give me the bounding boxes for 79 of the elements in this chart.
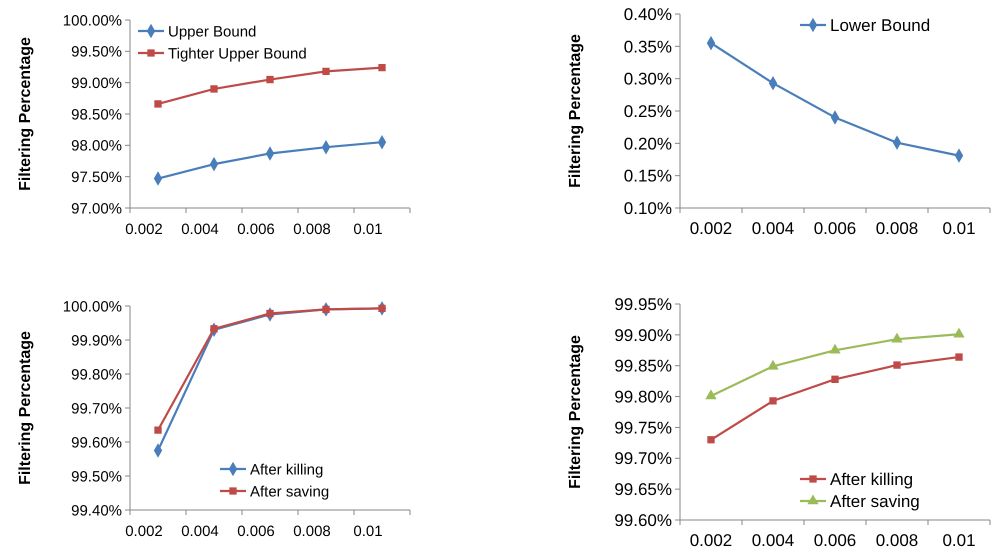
point [706, 390, 716, 400]
point [769, 397, 777, 405]
y-tick-label: 99.80% [614, 388, 672, 407]
x-tick-label: 0.008 [293, 221, 331, 238]
y-tick-label: 0.10% [624, 198, 672, 218]
point [154, 100, 162, 108]
point [707, 436, 715, 444]
y-tick-label: 0.20% [624, 134, 672, 154]
x-tick-label: 0.002 [690, 531, 732, 550]
legend-label: After killing [830, 470, 914, 489]
x-tick-label: 0.006 [814, 219, 856, 238]
point [830, 344, 840, 354]
y-tick-label: 99.90% [614, 326, 672, 345]
legend-label: Lower Bound [830, 16, 930, 35]
y-tick-label: 99.95% [614, 294, 672, 314]
legend-label: Upper Bound [168, 23, 256, 40]
x-tick-label: 0.006 [237, 523, 275, 540]
x-tick-label: 0.008 [876, 531, 918, 550]
y-tick-label: 98.00% [71, 138, 122, 155]
point [210, 85, 218, 93]
y-tick-label: 99.70% [614, 449, 672, 468]
x-tick-label: 0.004 [752, 531, 794, 550]
x-tick-label: 0.01 [353, 523, 383, 540]
y-axis-title: Filtering Percentage [17, 36, 34, 191]
y-tick-label: 100.00% [62, 298, 122, 316]
x-tick-label: 0.006 [237, 221, 275, 238]
point [892, 333, 902, 342]
y-tick-label: 99.70% [71, 400, 122, 418]
x-tick-label: 0.002 [125, 221, 163, 238]
x-tick-label: 0.006 [814, 531, 856, 550]
legend-label: Tighter Upper Bound [168, 45, 307, 62]
y-axis-title: Filtering Percentage [567, 34, 584, 188]
y-tick-label: 99.50% [71, 44, 122, 61]
y-axis-title: Filtering Percentage [17, 330, 34, 485]
y-tick-label: 99.50% [71, 468, 122, 486]
point [378, 304, 386, 312]
x-tick-label: 0.002 [125, 523, 163, 540]
y-tick-label: 100.00% [62, 12, 122, 30]
point [266, 310, 274, 318]
y-tick-label: 97.50% [71, 168, 122, 186]
point [831, 376, 839, 383]
point [378, 64, 386, 72]
point [768, 360, 778, 370]
legend-label: After saving [250, 483, 330, 500]
legend-label: After killing [250, 461, 324, 478]
y-tick-label: 0.15% [624, 166, 672, 186]
legend-label: After saving [830, 492, 920, 511]
point [154, 426, 162, 434]
y-tick-label: 99.80% [71, 366, 122, 384]
x-tick-label: 0.004 [181, 523, 219, 540]
y-tick-label: 98.50% [71, 106, 122, 124]
x-tick-label: 0.01 [942, 219, 976, 238]
point [322, 68, 330, 76]
y-tick-label: 99.85% [614, 356, 672, 376]
y-tick-label: 99.40% [71, 502, 122, 520]
x-tick-label: 0.008 [876, 219, 918, 238]
x-tick-label: 0.002 [690, 219, 732, 238]
y-tick-label: 99.00% [71, 74, 122, 92]
x-tick-label: 0.01 [353, 221, 383, 238]
y-tick-label: 0.35% [624, 37, 672, 56]
point [893, 361, 901, 369]
y-tick-label: 97.00% [71, 200, 122, 218]
point [322, 306, 330, 314]
y-axis-title: Filtering Percentage [567, 334, 584, 489]
y-tick-label: 99.75% [614, 418, 672, 438]
x-tick-label: 0.01 [942, 531, 976, 550]
point [266, 76, 274, 84]
point [954, 328, 964, 338]
y-tick-label: 0.25% [624, 102, 672, 121]
y-tick-label: 0.40% [624, 4, 672, 24]
point [955, 353, 963, 361]
x-tick-label: 0.004 [181, 221, 219, 238]
y-tick-label: 99.60% [614, 510, 672, 530]
y-tick-label: 99.65% [614, 480, 672, 500]
y-tick-label: 99.60% [71, 434, 122, 452]
y-tick-label: 99.90% [71, 332, 122, 350]
x-tick-label: 0.004 [752, 219, 794, 238]
y-tick-label: 0.30% [624, 70, 672, 89]
x-tick-label: 0.008 [293, 523, 331, 540]
